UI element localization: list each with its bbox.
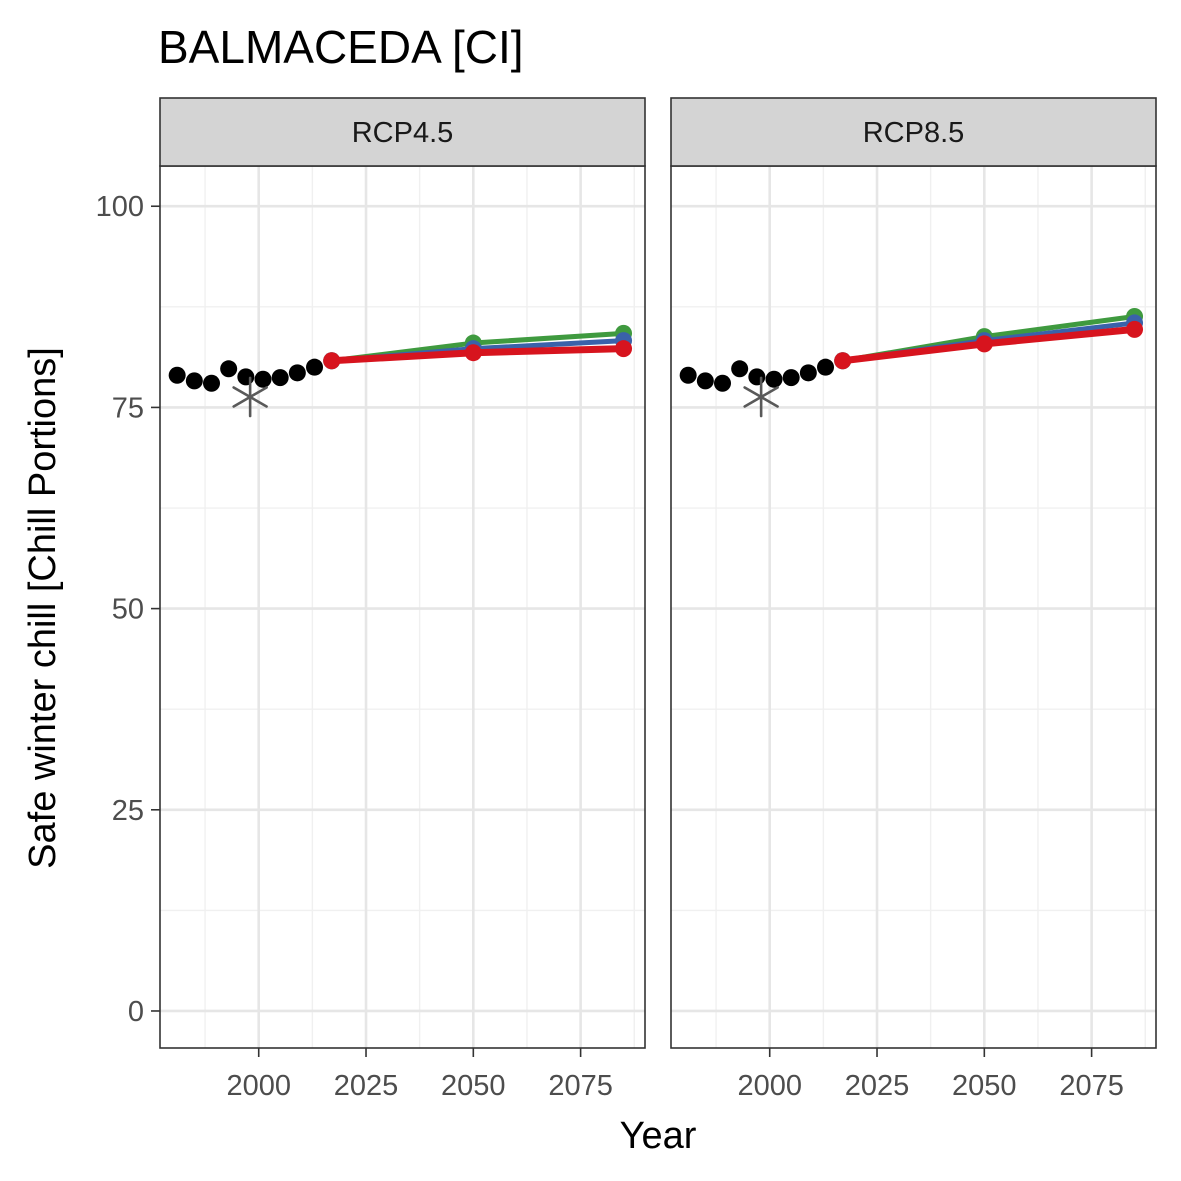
historic-point <box>220 360 238 378</box>
historic-point <box>254 370 272 388</box>
y-tick-label: 0 <box>128 996 144 1028</box>
y-tick-label: 50 <box>112 594 144 626</box>
x-tick-label: 2075 <box>1059 1070 1124 1102</box>
historic-point <box>696 372 714 390</box>
historic-point <box>306 358 324 376</box>
historic-point <box>168 366 186 384</box>
chart-title: BALMACEDA [CI] <box>158 21 524 73</box>
scenario-point-2 <box>615 340 633 358</box>
panel-0: RCP4.5 2000 2025 2050 2075 0 25 50 75 100 <box>96 97 646 1102</box>
historic-point <box>185 372 203 390</box>
x-tick-label: 2025 <box>334 1070 399 1102</box>
x-tick-label: 2075 <box>548 1070 613 1102</box>
historic-point <box>817 358 835 376</box>
x-axis-title: Year <box>620 1115 697 1157</box>
historic-point <box>288 364 306 382</box>
historic-point <box>748 368 766 386</box>
historic-point <box>731 360 749 378</box>
historic-point <box>203 374 221 392</box>
y-axis-title: Safe winter chill [Chill Portions] <box>22 347 64 869</box>
plot-background <box>160 166 645 1048</box>
historic-point <box>237 368 255 386</box>
historic-point <box>765 370 783 388</box>
y-tick-label: 25 <box>112 795 144 827</box>
historic-point <box>679 366 697 384</box>
facet-strip <box>670 97 1157 167</box>
x-tick-label: 2050 <box>952 1070 1017 1102</box>
x-tick-label: 2000 <box>737 1070 802 1102</box>
facet-strip-label: RCP8.5 <box>863 117 965 149</box>
scenario-point-2 <box>1126 320 1144 338</box>
scenario-point-2 <box>834 352 852 370</box>
x-tick-label: 2000 <box>226 1070 291 1102</box>
plot-background <box>671 166 1156 1048</box>
scenario-point-2 <box>975 335 993 353</box>
observed-marker-stroke <box>743 386 779 408</box>
historic-point <box>714 374 732 392</box>
panel-1: RCP8.5 2000 2025 2050 2075 <box>670 97 1157 1102</box>
y-tick-label: 75 <box>112 392 144 424</box>
scenario-point-2 <box>323 352 341 370</box>
historic-point <box>782 369 800 387</box>
x-tick-label: 2050 <box>441 1070 506 1102</box>
y-tick-label: 100 <box>96 191 144 223</box>
observed-marker <box>743 376 779 418</box>
observed-marker <box>232 376 268 418</box>
facet-strip-label: RCP4.5 <box>352 117 454 149</box>
historic-point <box>271 369 289 387</box>
facet-panels: RCP4.5 2000 2025 2050 2075 0 25 50 75 100 RCP8.5 20… <box>96 97 1157 1102</box>
observed-marker-stroke <box>232 386 268 408</box>
facet-strip <box>159 97 646 167</box>
scenario-point-2 <box>464 344 482 362</box>
x-tick-label: 2025 <box>845 1070 910 1102</box>
historic-point <box>799 364 817 382</box>
